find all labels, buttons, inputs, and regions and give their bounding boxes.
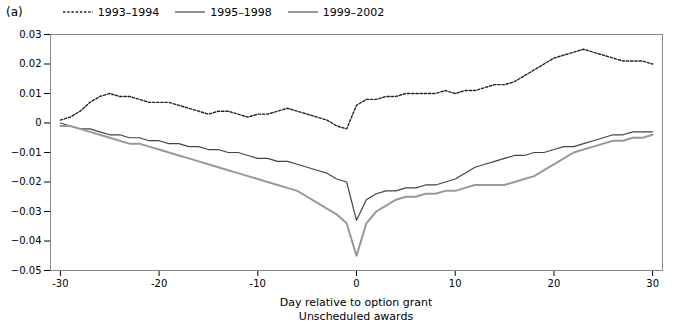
- svg-text:−0.02: −0.02: [11, 176, 42, 187]
- svg-text:0.01: 0.01: [19, 88, 41, 99]
- svg-text:-20: -20: [151, 278, 167, 289]
- html-text:(a): (a): [6, 5, 23, 19]
- html-text:1999–2002: 1999–2002: [322, 5, 385, 19]
- svg-text:-30: -30: [52, 278, 68, 289]
- svg-text:-10: -10: [250, 278, 266, 289]
- svg-text:−0.03: −0.03: [11, 206, 42, 217]
- html-text:1995–1998: 1995–1998: [210, 5, 272, 19]
- svg-text:30: 30: [646, 278, 659, 289]
- svg-text:20: 20: [548, 278, 561, 289]
- svg-text:−0.05: −0.05: [11, 265, 42, 276]
- svg-text:0.03: 0.03: [19, 29, 41, 40]
- svg-text:0: 0: [353, 278, 359, 289]
- html-text:1993–1994: 1993–1994: [97, 5, 160, 19]
- svg-text:0: 0: [35, 117, 41, 128]
- svg-text:−0.01: −0.01: [11, 147, 42, 158]
- svg-text:0.02: 0.02: [19, 58, 41, 69]
- html-text:Day relative to option grant: Day relative to option grant: [279, 296, 433, 309]
- html-text:Unscheduled awards: Unscheduled awards: [298, 310, 414, 323]
- svg-text:10: 10: [449, 278, 462, 289]
- svg-text:−0.04: −0.04: [11, 235, 42, 246]
